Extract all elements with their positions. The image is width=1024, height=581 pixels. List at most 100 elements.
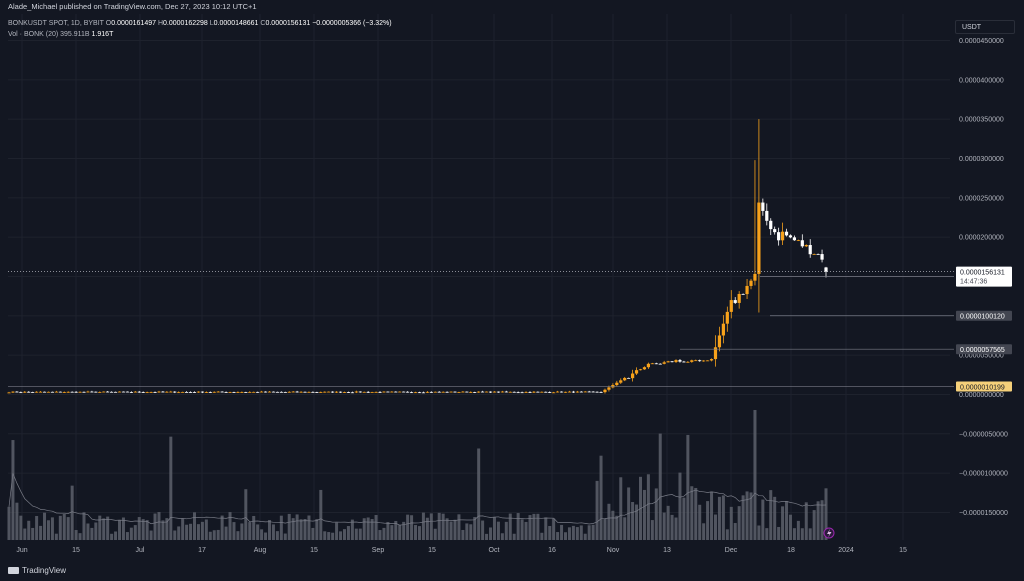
currency-button[interactable]: USDT <box>955 20 1015 34</box>
lightning-icon-glyph <box>827 529 832 538</box>
volume-bar <box>161 520 165 540</box>
level-label: 0.0000010199 <box>960 384 1005 391</box>
volume-bar <box>244 489 248 540</box>
candle-body <box>331 391 335 393</box>
volume-bar <box>603 518 607 540</box>
candle-body <box>599 392 603 393</box>
candle-body <box>54 391 58 393</box>
candle-body <box>185 391 189 393</box>
candle-body <box>796 240 800 242</box>
candle-body <box>413 392 418 394</box>
volume-bar <box>654 488 658 540</box>
volume-bar <box>331 532 335 540</box>
candle-body <box>674 360 678 362</box>
volume-bar <box>350 519 354 540</box>
volume-bar <box>204 519 208 540</box>
volume-bar <box>394 520 398 540</box>
volume-bar <box>228 512 232 540</box>
volume-bar <box>781 506 785 540</box>
volume-bar <box>536 513 540 540</box>
x-tick-label: Aug <box>254 547 267 554</box>
volume-bar <box>650 520 654 540</box>
volume-bar <box>256 524 260 540</box>
candle-body <box>425 391 429 393</box>
volume-bar <box>808 528 812 540</box>
candle-body <box>374 391 378 393</box>
price-chart[interactable]: 0.0000450000 0.0000400000 0.0000350000 0.00… <box>0 0 1024 561</box>
candle-body <box>713 347 718 360</box>
volume-bar <box>106 516 110 540</box>
volume-bar <box>346 526 350 540</box>
volume-bar <box>477 448 481 540</box>
candle-body <box>488 391 493 393</box>
candle-body <box>784 231 789 236</box>
candle-body <box>741 293 745 295</box>
candle-body <box>11 391 15 393</box>
candle-body <box>769 220 773 230</box>
candle-body <box>287 391 291 393</box>
volume-bar <box>299 519 303 540</box>
candle-body <box>615 382 619 386</box>
candle-body <box>15 391 19 393</box>
volume-bar <box>406 514 410 540</box>
volume-bar <box>520 519 524 540</box>
candle-body <box>279 391 283 393</box>
candle-body <box>524 391 528 393</box>
candle-body <box>106 391 110 393</box>
candle-body <box>824 267 828 272</box>
candle-body <box>484 391 489 393</box>
candle-body <box>366 391 370 393</box>
candle-body <box>315 392 319 393</box>
volume-bar <box>200 521 204 540</box>
candle-body <box>749 280 753 286</box>
candle-body <box>575 391 579 393</box>
volume-bar <box>627 487 631 540</box>
volume-bar <box>271 524 275 540</box>
brand-name: TradingView <box>22 566 67 575</box>
volume-bar <box>635 504 639 540</box>
candle-body <box>429 391 433 393</box>
candle-body <box>702 360 706 362</box>
candle-body <box>102 391 106 393</box>
volume-bar <box>496 521 500 540</box>
volume-bar <box>504 521 508 540</box>
volume-bar <box>236 531 240 540</box>
volume-bar <box>631 501 635 540</box>
volume-bar <box>133 525 137 540</box>
candle-body <box>477 391 481 393</box>
volume-bar <box>402 521 406 540</box>
volume-bar <box>94 522 98 540</box>
candle-body <box>354 391 358 393</box>
volume-bar <box>674 517 678 540</box>
x-tick-label: 15 <box>899 547 907 554</box>
volume-bar <box>185 524 189 540</box>
candle-body <box>642 367 647 370</box>
candle-body <box>548 392 552 393</box>
candle-body <box>283 392 287 393</box>
candle-body <box>627 377 631 379</box>
volume-bar <box>461 529 465 540</box>
volume-bar <box>252 515 256 540</box>
candle-body <box>157 391 161 393</box>
level-label-box <box>956 310 1012 321</box>
candle-body <box>757 202 761 274</box>
volume-bar <box>390 525 394 540</box>
volume-bar <box>694 487 698 540</box>
x-tick-label: 15 <box>72 547 80 554</box>
volume-bar <box>595 480 599 540</box>
candle-body <box>619 380 623 383</box>
volume-bar <box>761 499 765 540</box>
candle-body <box>19 392 23 394</box>
volume-bar <box>453 519 457 540</box>
volume-bar <box>682 497 686 540</box>
volume-bar <box>264 532 268 540</box>
volume-bar <box>291 518 295 540</box>
volume-bar <box>46 520 50 540</box>
volume-bar <box>189 523 193 540</box>
level-label-box <box>956 344 1012 355</box>
volume-bar <box>437 512 441 540</box>
volume-legend: Vol · BONK (20) 395.911B 1.916T <box>8 31 113 38</box>
high-value: 0.0000162298 <box>163 20 208 27</box>
volume-bar <box>445 518 449 540</box>
tradingview-logo: TradingView <box>8 566 66 575</box>
